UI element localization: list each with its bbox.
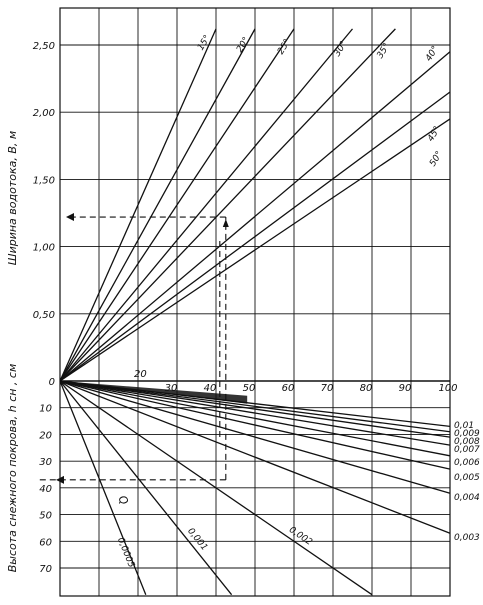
fan-line-label: 40° bbox=[424, 44, 441, 63]
fan-line bbox=[59, 380, 451, 470]
parameter-symbol: Q bbox=[115, 493, 131, 507]
fan-line bbox=[59, 380, 451, 457]
lower-y-tick-label: 50 bbox=[39, 511, 52, 522]
upper-y-tick-label: 1,50 bbox=[33, 175, 55, 186]
fan-line bbox=[59, 380, 233, 596]
x-tick-label: 40 bbox=[204, 383, 217, 394]
fan-line-label: 0,002 bbox=[287, 525, 314, 548]
fan-line-label: 0,001 bbox=[185, 526, 209, 552]
lower-y-axis-label: Высота снежного покрова, h сн , см bbox=[6, 364, 19, 573]
arrow-head bbox=[56, 475, 64, 484]
fan-line-label: 0,003 bbox=[454, 533, 480, 543]
upper-y-axis-label: Ширина водотока, В, м bbox=[6, 131, 19, 265]
fan-line-label: 0,009 bbox=[454, 429, 480, 439]
lower-y-tick-label: 20 bbox=[39, 430, 52, 441]
fan-line-label: 25° bbox=[276, 38, 293, 57]
fan-line-label: 0,008 bbox=[454, 437, 480, 447]
lower-y-tick-label: 10 bbox=[39, 404, 52, 415]
fan-line-label: 0,006 bbox=[454, 458, 480, 468]
fan-line bbox=[59, 380, 451, 534]
upper-y-tick-label: 2,50 bbox=[33, 41, 55, 52]
lower-y-tick-label: 30 bbox=[39, 457, 52, 468]
fan-line-label: 0,005 bbox=[454, 473, 480, 483]
example-path bbox=[36, 213, 229, 484]
x-tick-label: 100 bbox=[438, 383, 457, 394]
lower-series bbox=[59, 380, 451, 596]
fan-line-label: 0,01 bbox=[454, 421, 474, 431]
fan-line-label: 50° bbox=[428, 150, 445, 169]
line-bundle bbox=[60, 381, 248, 404]
fan-line bbox=[59, 91, 451, 382]
upper-y-tick-label: 1,00 bbox=[33, 243, 55, 254]
arrow-head bbox=[222, 219, 229, 228]
fan-line-label: 15° bbox=[196, 34, 213, 53]
chart-labels: 2,50 2,00 1,50 1,00 0,50 0 10 20 30 40 50 60 70 20 30 4… bbox=[33, 34, 480, 575]
lower-y-tick-label: 70 bbox=[39, 564, 52, 575]
x-tick-label: 60 bbox=[282, 383, 295, 394]
fan-line bbox=[59, 118, 451, 382]
fan-line bbox=[59, 28, 256, 382]
plot-frame bbox=[59, 7, 451, 597]
fan-line-label: 0,007 bbox=[454, 445, 480, 455]
lower-y-tick-label: 40 bbox=[39, 484, 52, 495]
upper-series bbox=[59, 28, 451, 382]
fan-line bbox=[59, 380, 451, 433]
fan-line bbox=[59, 380, 147, 595]
x-tick-label: 30 bbox=[165, 383, 178, 394]
arrow-head bbox=[66, 213, 74, 222]
fan-line-label: 0,004 bbox=[454, 493, 480, 503]
fan-line-label: 45° bbox=[426, 125, 443, 144]
fan-line bbox=[59, 28, 353, 382]
fan-line-label: 30° bbox=[333, 40, 350, 59]
x-tick-label: 80 bbox=[360, 383, 373, 394]
x-tick-label: 50 bbox=[243, 383, 256, 394]
fan-line bbox=[59, 380, 451, 446]
axes bbox=[59, 7, 451, 597]
fan-line bbox=[59, 28, 295, 382]
upper-y-tick-label: 0 bbox=[49, 377, 55, 388]
fan-line bbox=[59, 380, 451, 438]
fan-line bbox=[59, 51, 451, 382]
upper-y-tick-label: 2,00 bbox=[33, 108, 55, 119]
fan-line-label: 35° bbox=[375, 42, 392, 61]
fan-line bbox=[59, 28, 396, 382]
x-tick-label: 20 bbox=[134, 369, 147, 380]
fan-line bbox=[59, 380, 451, 494]
fan-line bbox=[59, 28, 217, 382]
grid bbox=[59, 8, 451, 596]
x-tick-label: 70 bbox=[321, 383, 334, 394]
upper-y-tick-label: 0,50 bbox=[33, 310, 55, 321]
x-tick-label: 90 bbox=[399, 383, 412, 394]
fan-line bbox=[59, 380, 373, 596]
lower-y-tick-label: 60 bbox=[39, 537, 52, 548]
